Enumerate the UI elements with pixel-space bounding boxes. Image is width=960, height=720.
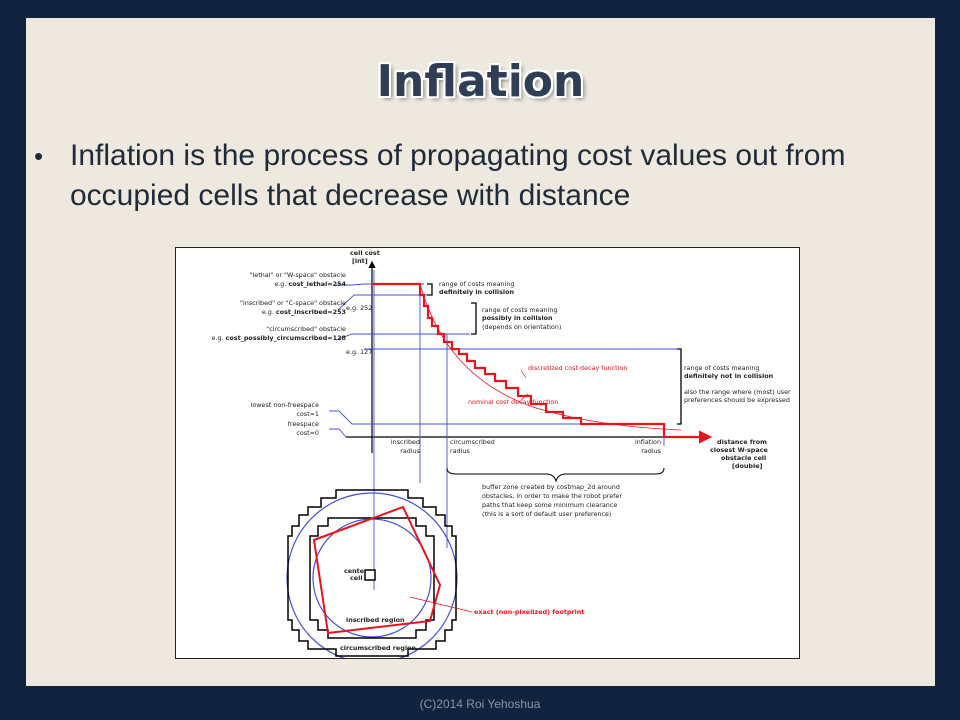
inflation-diagram: "lethal" or "W-space" obstacle e.g. cost… bbox=[175, 247, 800, 659]
buffer-line4: (this is a sort of default user preferen… bbox=[482, 510, 611, 518]
label-discretized: discretized cost decay function bbox=[528, 364, 627, 372]
slide-title: Inflation bbox=[376, 56, 585, 107]
range3-line1: range of costs meaning bbox=[684, 364, 759, 372]
label-circumscribed-2: e.g. cost_possibly_circumscribed=128 bbox=[212, 334, 347, 342]
bullet-dot-icon: • bbox=[34, 141, 44, 171]
range2-line3: (depends on orientation) bbox=[482, 323, 561, 331]
range-brackets bbox=[427, 283, 682, 425]
label-lowest-2: cost=1 bbox=[296, 410, 319, 418]
label-inscribed-2: e.g. cost_inscribed=253 bbox=[262, 308, 346, 316]
range2-line2: possibly in collision bbox=[482, 314, 553, 322]
inscribed-radius-2: radius bbox=[400, 447, 420, 455]
range3-line4: preferences should be expressed bbox=[684, 396, 790, 404]
inscribed-radius-1: inscribed bbox=[391, 438, 420, 446]
bullet-text: Inflation is the process of propagating … bbox=[70, 139, 846, 212]
footprint-geometry bbox=[286, 489, 473, 658]
label-eg252: e.g. 252 bbox=[346, 304, 372, 312]
range1-line1: range of costs meaning bbox=[439, 280, 514, 288]
label-circumscribed-1: "circumscribed" obstacle bbox=[266, 325, 346, 333]
y-axis-label-2: [int] bbox=[352, 257, 368, 265]
y-axis-label-1: cell cost bbox=[350, 249, 380, 257]
slide-footer: (C)2014 Roi Yehoshua bbox=[419, 697, 541, 711]
center-cell-label-2: cell bbox=[350, 574, 363, 582]
label-inscribed-1: "inscribed" or "C-space" obstacle bbox=[240, 299, 346, 307]
label-nominal: nominal cost decay function bbox=[468, 398, 558, 406]
range2-line1: range of costs meaning bbox=[482, 306, 557, 314]
range3-line2: definitely not in collision bbox=[684, 372, 774, 380]
label-lethal-2: e.g. cost_lethal=254 bbox=[274, 280, 346, 288]
label-lowest-1: lowest non-freespace bbox=[251, 401, 319, 409]
range3-line3: also the range where (most) user bbox=[684, 388, 791, 396]
label-eg127: e.g. 127 bbox=[346, 348, 372, 356]
annotation-pointers bbox=[520, 369, 529, 401]
circumscribed-radius-2: radius bbox=[450, 447, 470, 455]
x-axis-label-3: obstacle cell bbox=[721, 454, 766, 462]
buffer-zone-brace bbox=[446, 467, 665, 483]
label-freespace-1: freespace bbox=[288, 420, 319, 428]
slide: Inflation • Inflation is the process of … bbox=[26, 18, 935, 686]
discretized-decay-staircase bbox=[372, 282, 666, 437]
x-axis-label-4: [double] bbox=[732, 462, 763, 470]
footprint-label: exact (non-pixelized) footprint bbox=[474, 608, 584, 616]
label-lethal-1: "lethal" or "W-space" obstacle bbox=[250, 271, 346, 279]
circumscribed-radius-1: circumscribed bbox=[450, 438, 495, 446]
buffer-line3: paths that keep some minimum clearance bbox=[482, 501, 617, 509]
buffer-line1: buffer zone created by costmap_2d around bbox=[482, 483, 620, 491]
circumscribed-region-label: circumscribed region bbox=[340, 644, 416, 652]
inflation-radius-1: inflation bbox=[635, 438, 661, 446]
level-lines bbox=[329, 283, 679, 438]
buffer-line2: obstacles, in order to make the robot pr… bbox=[482, 492, 622, 500]
center-cell-label-1: center bbox=[344, 567, 368, 575]
inflation-radius-2: radius bbox=[641, 447, 661, 455]
inflation-diagram-svg: "lethal" or "W-space" obstacle e.g. cost… bbox=[212, 249, 791, 658]
inscribed-region-label: inscribed region bbox=[346, 616, 405, 624]
x-axis-label-1: distance from bbox=[717, 438, 767, 446]
range1-line2: definitely in collision bbox=[439, 288, 514, 296]
bullet-point: • Inflation is the process of propagatin… bbox=[34, 136, 920, 216]
label-freespace-2: cost=0 bbox=[296, 429, 319, 437]
x-axis-label-2: closest W-space bbox=[710, 446, 768, 454]
